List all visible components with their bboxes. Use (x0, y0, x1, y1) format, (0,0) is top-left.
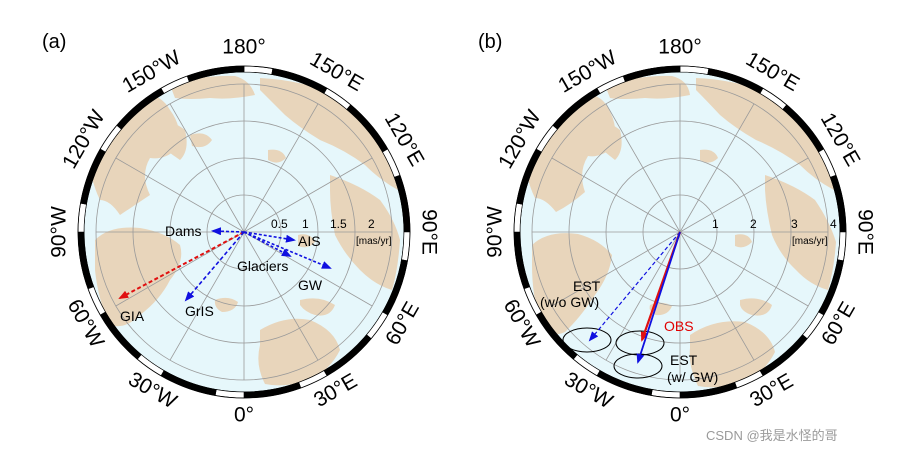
panel-a-vectors (118, 227, 332, 302)
meridian-line (679, 231, 755, 361)
ring-label: 1 (712, 217, 719, 231)
glaciers-vector (243, 231, 292, 257)
frame-outer (513, 65, 847, 399)
unit-label: [mas/yr] (356, 236, 392, 247)
ring-label: 1 (302, 217, 309, 231)
watermark: CSDN @我是水怪的哥 (706, 428, 838, 443)
meridian-line (679, 103, 755, 233)
meridian-line (115, 157, 245, 233)
panel-b-graticule (531, 83, 829, 381)
lon-label: 90°E (417, 209, 440, 255)
lon-label: 180° (222, 36, 265, 59)
ring-label: 2 (368, 217, 375, 231)
lon-label: 90°W (484, 206, 507, 258)
label-ais: AIS (298, 233, 321, 249)
lon-label: 0° (670, 404, 690, 427)
est-wo-gw-vector (588, 231, 681, 342)
gris-vector (184, 231, 245, 302)
label-gris: GrIS (185, 303, 214, 319)
meridian-line (243, 231, 373, 307)
panel-b-frame (513, 65, 847, 399)
panel-a-frame (77, 65, 411, 399)
ring-label: 1.5 (330, 217, 347, 231)
gia-vector (118, 231, 245, 299)
meridian-line (605, 103, 681, 233)
uncertainty-ellipse (562, 327, 612, 353)
label-est-wo-gw: EST (573, 278, 601, 294)
label-gw: GW (298, 277, 323, 293)
meridian-line (115, 231, 245, 307)
lon-label: 90°W (48, 206, 71, 258)
unit-label: [mas/yr] (792, 236, 828, 247)
ring-label: 4 (830, 217, 837, 231)
label-est-wo-gw-sub: (w/o GW) (540, 294, 599, 310)
lon-label: 180° (658, 36, 701, 59)
panel-b-label: (b) (478, 31, 502, 53)
meridian-line (679, 231, 809, 307)
lon-label: 0° (234, 404, 254, 427)
panel-b: (b) 180°15 (478, 31, 876, 427)
meridian-line (679, 157, 809, 233)
lon-label: 90°E (853, 209, 876, 255)
label-obs: OBS (664, 318, 694, 334)
meridian-line (243, 103, 319, 233)
dams-vector (211, 227, 245, 236)
meridian-line (169, 103, 245, 233)
frame-outer (77, 65, 411, 399)
panel-a: (a) (42, 31, 440, 427)
label-est-w-gw: EST (670, 352, 698, 368)
meridian-line (551, 157, 681, 233)
meridian-line (243, 231, 319, 361)
ais-vector (243, 231, 296, 243)
meridian-line (243, 157, 373, 233)
label-est-w-gw-sub: (w/ GW) (667, 369, 718, 385)
panel-a-graticule (95, 83, 393, 381)
ring-label: 2 (750, 217, 757, 231)
meridian-line (551, 231, 681, 307)
label-gia: GIA (120, 308, 145, 324)
panel-a-label: (a) (42, 31, 66, 53)
label-glaciers: Glaciers (237, 258, 288, 274)
ring-label: 3 (791, 217, 798, 231)
meridian-line (605, 231, 681, 361)
est-w-gw-vector (636, 231, 681, 364)
gw-vector (243, 231, 332, 269)
panel-b-vectors (588, 231, 682, 364)
label-dams: Dams (165, 223, 202, 239)
ring-label: 0.5 (271, 217, 288, 231)
meridian-line (169, 231, 245, 361)
